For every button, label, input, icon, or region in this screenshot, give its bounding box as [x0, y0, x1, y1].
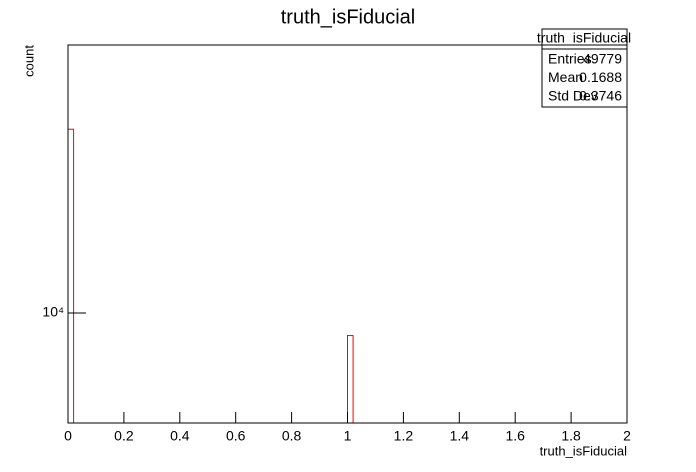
chart-title: truth_isFiducial — [281, 6, 416, 28]
x-tick-label: 1 — [344, 428, 352, 444]
stats-key: Std Dev — [548, 88, 598, 104]
y-tick-label: 10⁴ — [42, 304, 64, 320]
x-tick-label: 1.2 — [394, 428, 414, 444]
x-tick-label: 1.6 — [505, 428, 525, 444]
y-axis-label: count — [21, 45, 36, 77]
x-tick-label: 0.2 — [114, 428, 134, 444]
stats-value: 0.3746 — [579, 88, 622, 104]
stats-key: Entries — [548, 51, 592, 67]
stats-title: truth_isFiducial — [537, 30, 631, 46]
stats-key: Mean — [548, 69, 583, 85]
x-tick-label: 0.4 — [170, 428, 190, 444]
stats-value: 0.1688 — [579, 69, 622, 85]
x-tick-label: 1.8 — [561, 428, 581, 444]
stats-value: 49779 — [583, 51, 622, 67]
x-tick-label: 2 — [623, 428, 631, 444]
stats-frame — [541, 28, 628, 108]
x-tick-label: 0 — [64, 428, 72, 444]
x-axis-label: truth_isFiducial — [540, 443, 628, 458]
x-tick-label: 0.6 — [226, 428, 246, 444]
x-tick-label: 0.8 — [282, 428, 302, 444]
x-tick-label: 1.4 — [450, 428, 470, 444]
